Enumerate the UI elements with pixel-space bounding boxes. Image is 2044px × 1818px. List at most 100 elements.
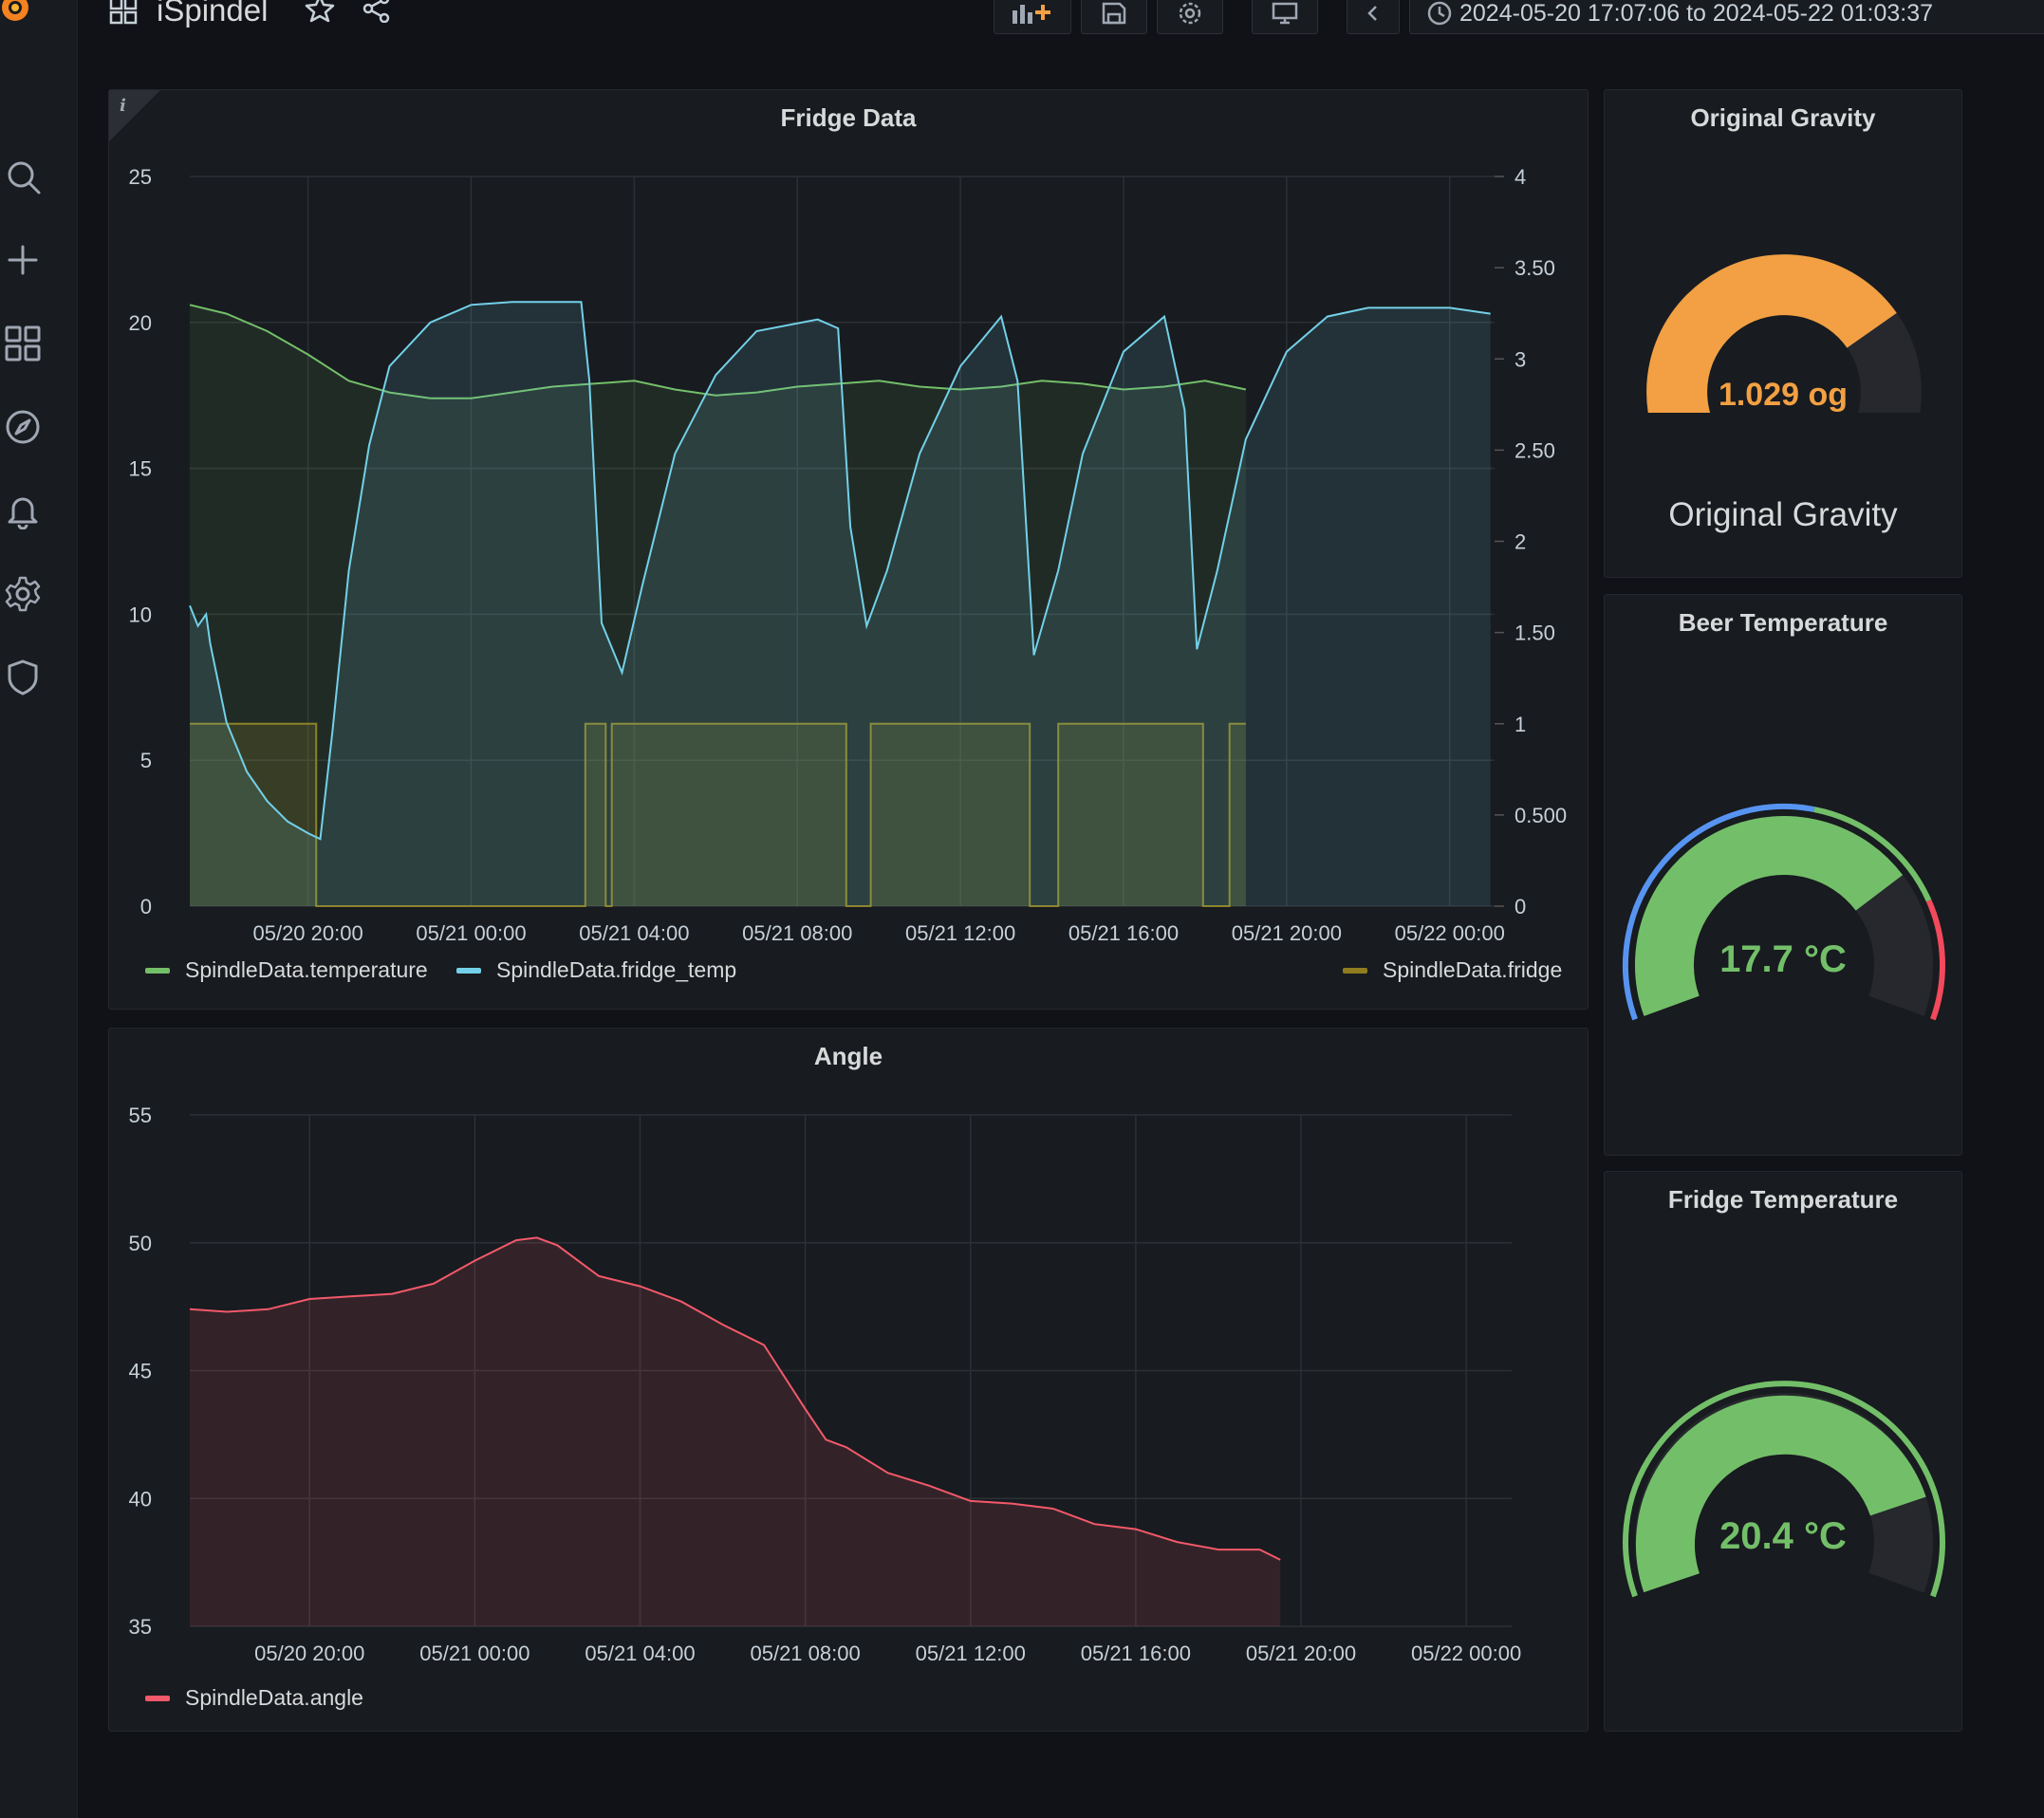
y-right-tick-label: 3	[1514, 347, 1526, 371]
x-tick-label: 05/21 00:00	[416, 921, 526, 945]
star-icon[interactable]	[305, 0, 335, 23]
legend-swatch	[145, 1695, 170, 1701]
series-angle-line	[189, 1236, 1281, 1561]
grafana-logo-icon[interactable]	[2, 0, 40, 32]
beer-temperature-panel: Beer Temperature 17.7 °C	[1604, 594, 1962, 1156]
dashboard-title[interactable]: iSpindel	[157, 0, 269, 28]
legend-label: SpindleData.angle	[185, 1685, 363, 1710]
legend-swatch	[1343, 967, 1367, 974]
y-right-tick-label: 0.500	[1514, 804, 1567, 827]
legend-item-fridge[interactable]: SpindleData.fridge	[1343, 957, 1562, 983]
legend-swatch	[145, 967, 170, 974]
y-tick-label: 35	[129, 1615, 152, 1639]
time-range-text: 2024-05-20 17:07:06 to 2024-05-22 01:03:…	[1459, 0, 1934, 27]
x-tick-label: 05/20 20:00	[254, 1642, 364, 1665]
fridge-temperature-gauge	[1623, 1381, 1945, 1598]
gauge-value-arc	[1634, 816, 1904, 1016]
add-panel-button[interactable]	[994, 0, 1071, 34]
y-tick-label: 45	[129, 1360, 152, 1383]
angle-chart[interactable]: 35 40 45 50 55 05/20 20:00 05/21 00:00 05/21 04…	[109, 1029, 1589, 1733]
legend-item-angle[interactable]: SpindleData.angle	[145, 1685, 363, 1711]
monitor-icon	[1272, 2, 1298, 25]
x-tick-label: 05/21 12:00	[916, 1642, 1026, 1665]
y-tick-label: 50	[129, 1232, 152, 1255]
gear-icon[interactable]	[4, 575, 42, 613]
series-fridge-area	[190, 723, 1246, 906]
dashboards-icon[interactable]	[4, 325, 42, 362]
search-icon[interactable]	[4, 158, 42, 195]
fridge-data-chart[interactable]: 0 5 10 15 20 25 0 0.500 1 1.50 2 2.50 3 3.50 4 05/20 20…	[109, 90, 1589, 1011]
time-range-picker[interactable]: 2024-05-20 17:07:06 to 2024-05-22 01:03:…	[1409, 0, 2044, 34]
save-icon	[1102, 2, 1126, 25]
x-tick-label: 05/22 00:00	[1411, 1642, 1521, 1665]
sidebar	[0, 0, 78, 1818]
gear-icon	[1179, 2, 1201, 25]
legend-label: SpindleData.fridge_temp	[496, 957, 737, 982]
shield-icon[interactable]	[4, 659, 42, 696]
x-tick-label: 05/21 16:00	[1068, 921, 1179, 945]
series-angle-area	[190, 1237, 1281, 1626]
y-right-tick-label: 4	[1514, 165, 1526, 189]
y-right-tick-label: 2	[1514, 530, 1526, 554]
legend-item-fridge-temp[interactable]: SpindleData.fridge_temp	[456, 957, 736, 983]
y-tick-label: 55	[129, 1104, 152, 1127]
y-tick-label: 25	[129, 165, 152, 189]
y-right-tick-label: 3.50	[1514, 256, 1555, 280]
panel-title[interactable]: Fridge Temperature	[1667, 1185, 1899, 1214]
panel-info-corner[interactable]	[109, 90, 160, 141]
top-navbar: iSpindel	[77, 0, 2044, 40]
gauge-label: Original Gravity	[1668, 496, 1898, 533]
legend-item-temperature[interactable]: SpindleData.temperature	[145, 957, 428, 983]
x-tick-label: 05/21 08:00	[742, 921, 852, 945]
add-panel-icon	[1013, 5, 1050, 24]
legend-label: SpindleData.temperature	[185, 957, 428, 982]
panel-title[interactable]: Angle	[813, 1042, 883, 1070]
beer-temperature-gauge	[1623, 804, 1945, 1021]
bell-icon[interactable]	[4, 492, 42, 529]
gauge-threshold-arc	[1623, 804, 1815, 1021]
save-dashboard-button[interactable]	[1081, 0, 1147, 34]
chevron-left-icon	[1367, 6, 1377, 21]
angle-panel: Angle 35 40 45 50 55 05/20 20:00 05/21 00:00 05…	[108, 1028, 1589, 1732]
share-icon[interactable]	[362, 0, 392, 23]
time-back-button[interactable]	[1347, 0, 1400, 34]
explore-icon[interactable]	[4, 408, 42, 446]
x-tick-label: 05/21 04:00	[579, 921, 689, 945]
y-tick-label: 15	[129, 457, 152, 481]
original-gravity-panel: Original Gravity 1.029 og Original Gravi…	[1604, 89, 1962, 578]
gauge-value: 1.029 og	[1718, 377, 1849, 413]
series-temperature-area	[190, 305, 1246, 906]
gauge-value: 17.7 °C	[1719, 938, 1847, 980]
y-tick-label: 40	[129, 1487, 152, 1511]
series-fridge-temp-area	[190, 302, 1491, 906]
x-tick-label: 05/22 00:00	[1395, 921, 1505, 945]
series-fridge-line	[190, 722, 1246, 907]
y-right-tick-label: 0	[1514, 895, 1526, 918]
dashboards-icon	[109, 0, 138, 25]
x-tick-label: 05/21 08:00	[750, 1642, 860, 1665]
gauge-value-arc	[1636, 1395, 1926, 1593]
gauge-threshold-arc	[1813, 807, 1932, 902]
y-tick-label: 10	[129, 603, 152, 626]
gauge-threshold-arc	[1925, 899, 1945, 1021]
y-right-tick-label: 2.50	[1514, 438, 1555, 462]
y-right-tick-label: 1.50	[1514, 621, 1555, 645]
legend-swatch	[456, 967, 481, 974]
panel-title[interactable]: Fridge Data	[780, 103, 917, 132]
fridge-temperature-panel: Fridge Temperature 20.4 °C	[1604, 1171, 1962, 1732]
info-icon[interactable]: i	[120, 96, 126, 116]
x-tick-label: 05/21 16:00	[1081, 1642, 1191, 1665]
legend-label: SpindleData.fridge	[1383, 957, 1563, 982]
y-tick-label: 0	[140, 895, 152, 918]
panel-title[interactable]: Beer Temperature	[1678, 608, 1888, 637]
gauge-threshold-arc	[1623, 1381, 1945, 1598]
fridge-data-panel: i Fridge Data 0 5 10 15 20 25 0 0.500 1 1.50 2 2.50…	[108, 89, 1589, 1010]
tv-mode-button[interactable]	[1252, 0, 1318, 34]
dashboard-settings-button[interactable]	[1157, 0, 1223, 34]
plus-icon[interactable]	[4, 241, 42, 279]
clock-icon	[1427, 1, 1452, 26]
y-right-tick-label: 1	[1514, 713, 1526, 736]
x-tick-label: 05/21 04:00	[585, 1642, 695, 1665]
panel-title[interactable]: Original Gravity	[1690, 103, 1876, 132]
x-tick-label: 05/20 20:00	[252, 921, 362, 945]
